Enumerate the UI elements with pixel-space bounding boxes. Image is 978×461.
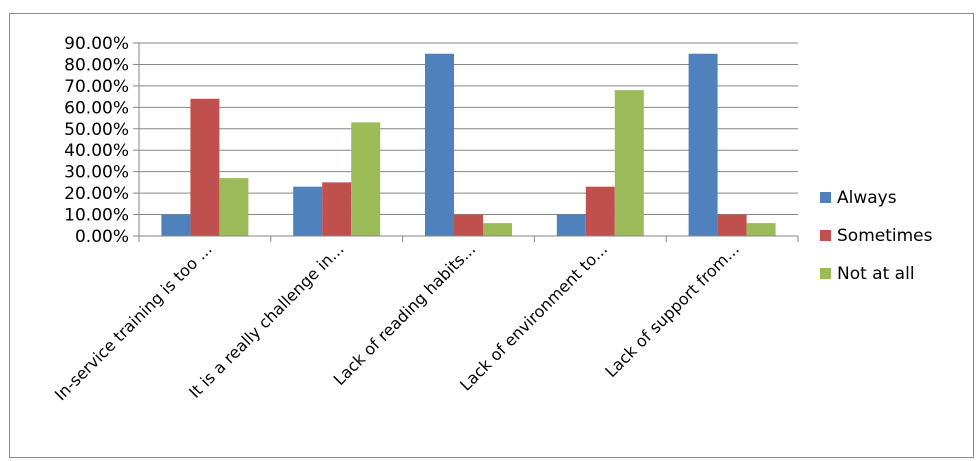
y-tick-label: 90.00% bbox=[64, 34, 129, 54]
y-tick-label: 80.00% bbox=[64, 55, 129, 75]
bar-sometimes bbox=[454, 214, 483, 236]
y-tick-label: 50.00% bbox=[64, 120, 129, 140]
y-tick-label: 40.00% bbox=[64, 141, 129, 161]
bar-sometimes bbox=[585, 186, 615, 236]
bar-always bbox=[293, 186, 323, 236]
y-tick-label: 30.00% bbox=[64, 163, 129, 183]
y-axis-tick-labels: 0.00%10.00%20.00%30.00%40.00%50.00%60.00… bbox=[64, 34, 129, 247]
bar-always bbox=[161, 214, 191, 236]
legend-swatch bbox=[820, 192, 831, 203]
x-category-label: It is a really challenge in... bbox=[185, 239, 347, 401]
bars bbox=[161, 53, 776, 236]
legend: Always Sometimes Not at all bbox=[820, 188, 933, 284]
x-category-label: Lack of environment to... bbox=[456, 239, 611, 394]
bar-not-at-all bbox=[746, 223, 776, 236]
bar-sometimes bbox=[190, 98, 220, 236]
y-tick-label: 0.00% bbox=[75, 227, 129, 247]
bar-not-at-all bbox=[483, 223, 512, 236]
y-tick-label: 70.00% bbox=[64, 77, 129, 97]
legend-label: Sometimes bbox=[837, 226, 933, 246]
legend-swatch bbox=[820, 268, 831, 279]
legend-label: Always bbox=[837, 188, 897, 208]
bar-not-at-all bbox=[219, 178, 249, 236]
x-axis-category-labels: In-service training is too ...It is a re… bbox=[51, 239, 743, 404]
x-category-label: Lack of reading habits... bbox=[330, 239, 480, 389]
bar-not-at-all bbox=[351, 122, 381, 236]
legend-swatch bbox=[820, 230, 831, 241]
axes bbox=[133, 42, 799, 242]
y-tick-label: 10.00% bbox=[64, 206, 129, 226]
y-tick-label: 60.00% bbox=[64, 98, 129, 118]
bar-chart: 0.00%10.00%20.00%30.00%40.00%50.00%60.00… bbox=[51, 34, 933, 404]
legend-label: Not at all bbox=[837, 264, 915, 284]
y-tick-label: 20.00% bbox=[64, 184, 129, 204]
bar-always bbox=[688, 53, 718, 236]
bar-always bbox=[556, 214, 586, 236]
bar-sometimes bbox=[717, 214, 747, 236]
x-category-label: Lack of support from... bbox=[601, 239, 743, 381]
x-category-label: In-service training is too ... bbox=[51, 239, 216, 404]
gridlines bbox=[139, 42, 798, 216]
bar-sometimes bbox=[322, 182, 352, 236]
bar-not-at-all bbox=[614, 90, 644, 236]
bar-always bbox=[425, 53, 454, 236]
chart-area: 0.00% 10.00% 20.00% 30.00% 40.00% 50.00% 60.00… bbox=[9, 13, 974, 458]
